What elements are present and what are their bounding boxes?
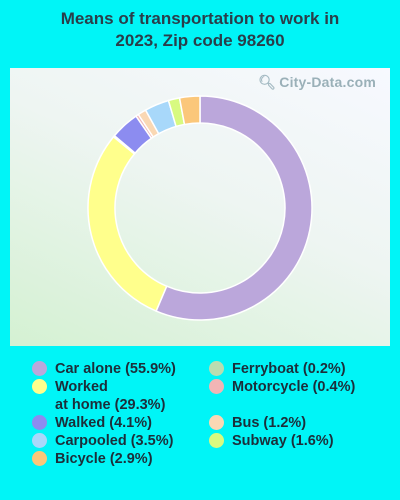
donut-slice-car-alone <box>155 95 313 321</box>
legend-swatch <box>32 415 47 430</box>
legend-swatch <box>32 451 47 466</box>
legend-item-motorcycle: Motorcycle (0.4%) <box>209 378 355 396</box>
donut-slice-bicycle <box>178 95 201 126</box>
donut-chart <box>87 95 313 321</box>
legend-label: Carpooled (3.5%) <box>55 433 174 449</box>
watermark-text: City-Data.com <box>279 74 376 90</box>
legend-swatch <box>209 433 224 448</box>
legend-item-carpooled: Carpooled (3.5%) <box>32 432 173 450</box>
legend-item-car-alone: Car alone (55.9%) <box>32 360 176 378</box>
legend-label: Car alone (55.9%) <box>55 361 176 377</box>
watermark: 🔍︎ City-Data.com <box>258 74 376 91</box>
legend-label: Ferryboat (0.2%) <box>232 361 346 377</box>
legend-item-walked: Walked (4.1%) <box>32 414 152 432</box>
chart-title-text: Means of transportation to work in 2023,… <box>60 9 340 50</box>
legend-label: Bicycle (2.9%) <box>55 451 153 467</box>
legend-label: Motorcycle (0.4%) <box>232 379 356 395</box>
legend-label: Worked at home (29.3%) <box>55 379 166 413</box>
legend-swatch <box>209 415 224 430</box>
legend-label: Walked (4.1%) <box>55 415 152 431</box>
legend-swatch <box>209 379 224 394</box>
legend-item-worked-at-home: Worked at home (29.3%) <box>32 378 165 414</box>
search-icon: 🔍︎ <box>258 74 277 90</box>
legend-swatch <box>209 361 224 376</box>
chart-panel: 🔍︎ City-Data.com <box>10 68 390 346</box>
chart-title: Means of transportation to work in 2023,… <box>0 8 400 52</box>
legend-label: Subway (1.6%) <box>232 433 334 449</box>
donut-slice-worked-at-home <box>87 135 168 313</box>
legend-swatch <box>32 433 47 448</box>
chart-legend: Car alone (55.9%) Worked at home (29.3%) W… <box>0 360 400 490</box>
legend-item-bus: Bus (1.2%) <box>209 414 306 432</box>
legend-item-bicycle: Bicycle (2.9%) <box>32 450 153 468</box>
legend-label: Bus (1.2%) <box>232 415 307 431</box>
legend-item-subway: Subway (1.6%) <box>209 432 334 450</box>
legend-swatch <box>32 379 47 394</box>
legend-swatch <box>32 361 47 376</box>
legend-item-ferryboat: Ferryboat (0.2%) <box>209 360 346 378</box>
